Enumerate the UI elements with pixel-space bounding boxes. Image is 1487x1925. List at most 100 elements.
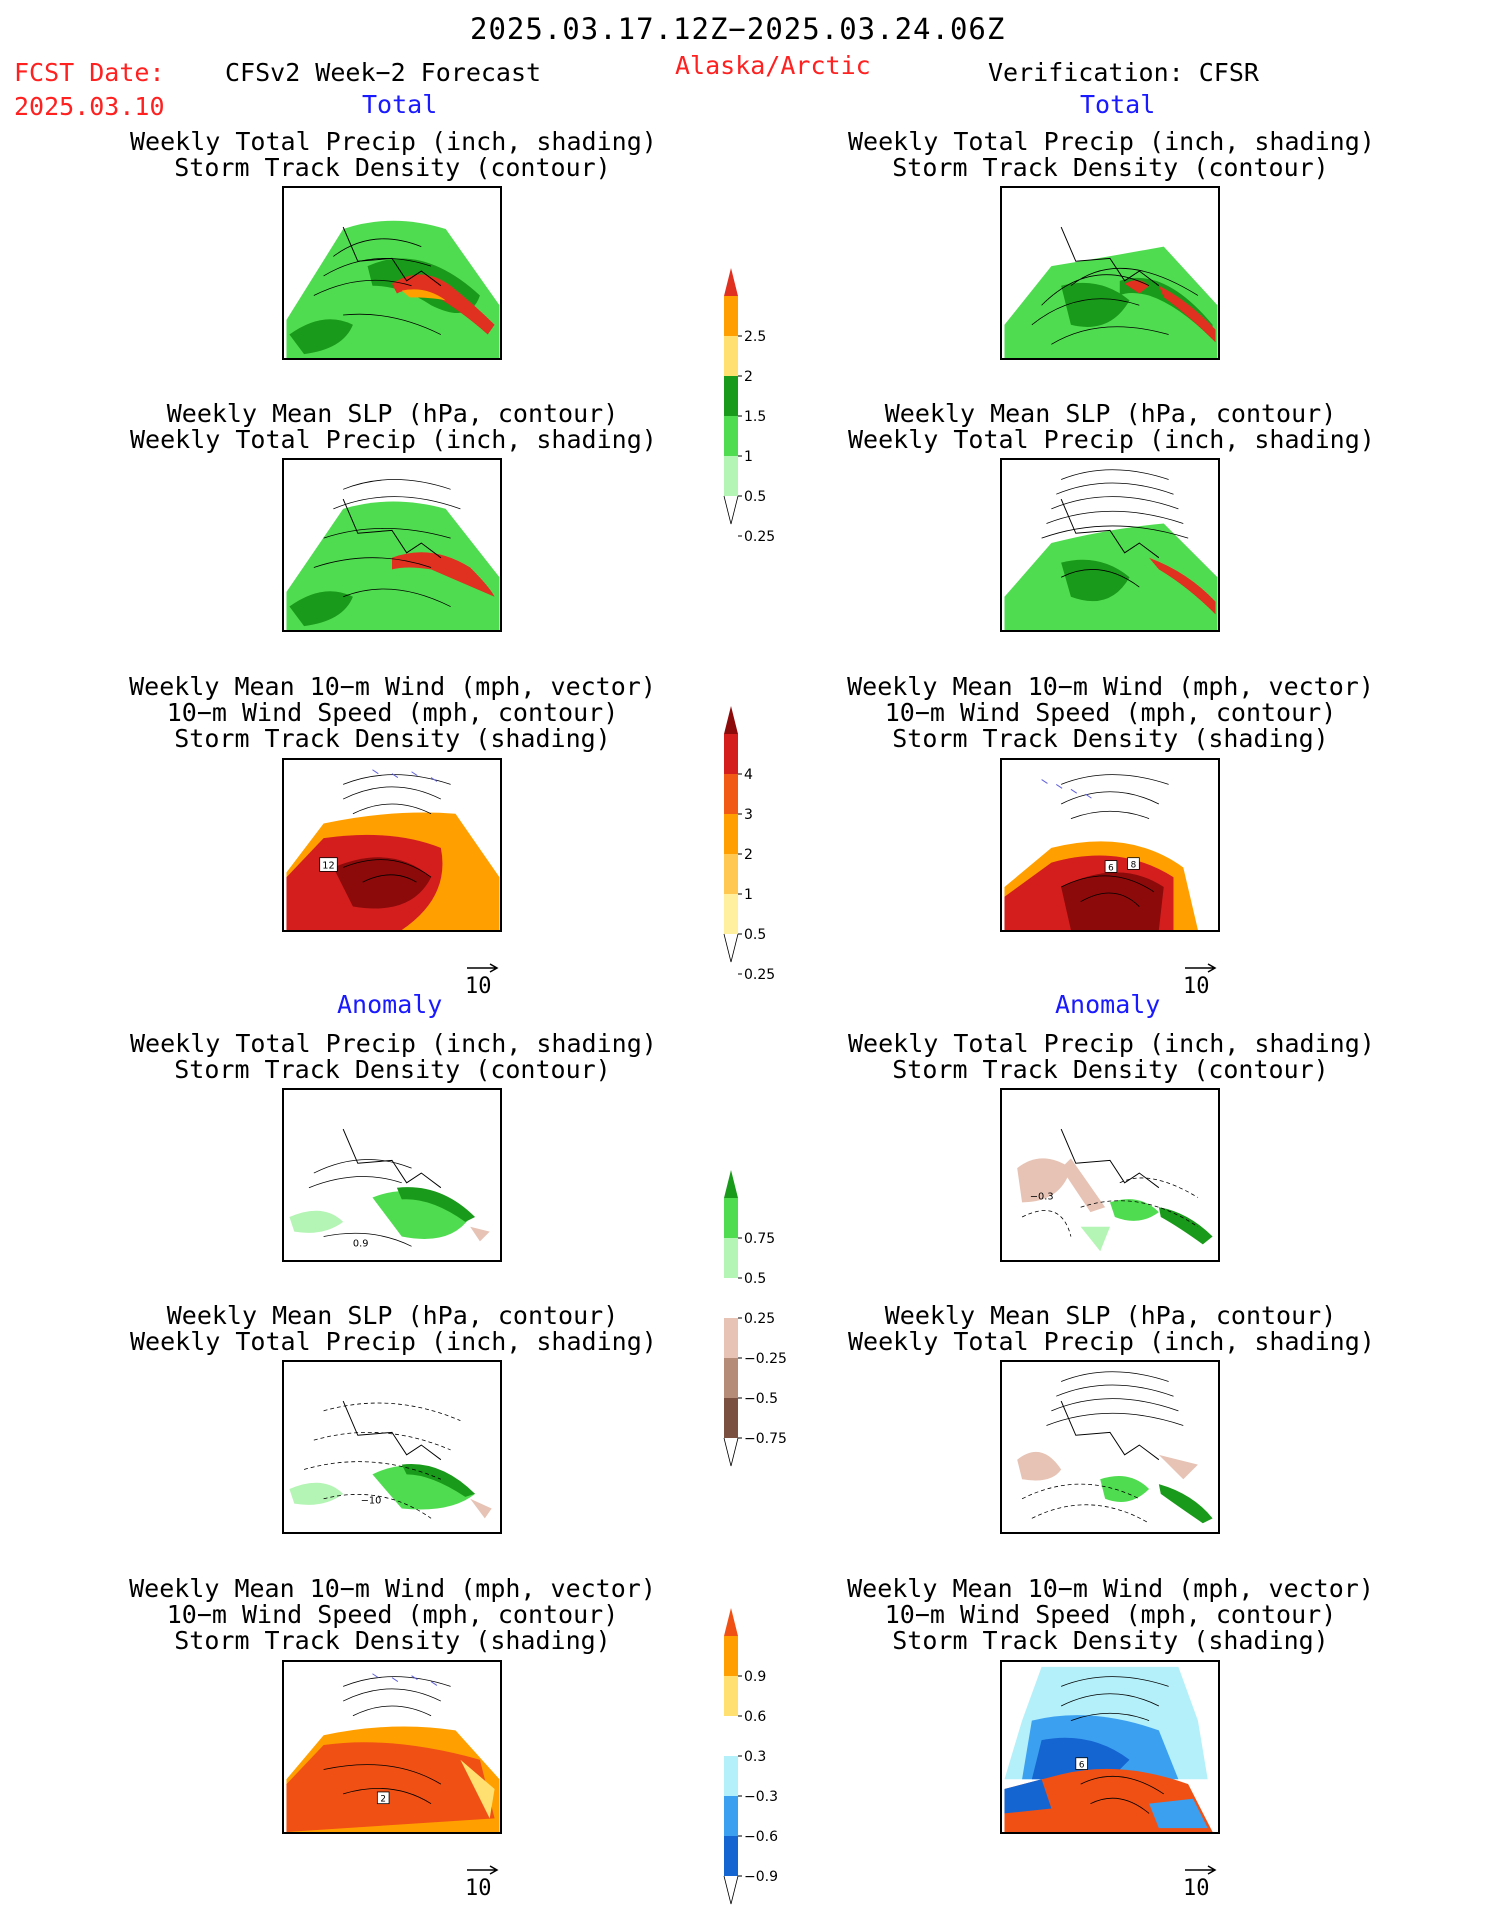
panel-title: Weekly Total Precip (inch, shading) Stor…	[848, 129, 1375, 182]
vector-reference: 10	[1183, 955, 1219, 999]
colorbar-segment	[724, 894, 738, 934]
coastline	[342, 498, 442, 559]
colorbar-segment	[724, 734, 738, 774]
title-line: Weekly Mean 10−m Wind (mph, vector)	[129, 1574, 656, 1603]
contour-lines	[313, 238, 442, 335]
storm-density-shading	[1149, 1798, 1208, 1829]
fcst-date-value: 2025.03.10	[14, 92, 165, 121]
colorbar-segment	[724, 1756, 738, 1796]
contour-label: 2	[380, 1795, 386, 1805]
panel-title: Weekly Total Precip (inch, shading) Stor…	[848, 1031, 1375, 1083]
precip-shading	[1061, 1158, 1106, 1213]
region-label: Alaska/Arctic	[675, 51, 871, 80]
colorbar-anom-precip: 0.75 0.5 0.25 −0.25 −0.5 −0.75	[722, 1170, 792, 1467]
valid-period-title: 2025.03.17.12Z−2025.03.24.06Z	[470, 12, 1006, 46]
precip-shading	[372, 1465, 476, 1510]
coastline	[1060, 498, 1160, 559]
colorbar-label: 2.5	[744, 329, 766, 345]
title-line: Storm Track Density (shading)	[174, 1626, 611, 1655]
title-line: 10−m Wind Speed (mph, contour)	[884, 1600, 1337, 1629]
colorbar-label: 1.5	[744, 409, 766, 425]
title-line: Weekly Mean SLP (hPa, contour)	[884, 1301, 1337, 1330]
colorbar-label: 0.6	[744, 1709, 766, 1725]
precip-shading	[1110, 1199, 1159, 1221]
precip-shading	[1158, 1207, 1213, 1245]
colorbar-label: 0.25	[744, 967, 775, 983]
coastline	[1060, 1400, 1160, 1461]
map-panel-anom-slp-precip-verification	[1000, 1360, 1220, 1534]
map-canvas	[286, 479, 500, 630]
title-line: Weekly Mean 10−m Wind (mph, vector)	[847, 1574, 1374, 1603]
colorbar-segment	[724, 456, 738, 496]
wind-vectors	[372, 769, 438, 782]
colorbar-svg: 0.9 0.6 0.3 −0.3 −0.6 −0.9	[723, 1608, 778, 1905]
colorbar-label: 0.25	[744, 1311, 775, 1327]
colorbar-segment	[724, 296, 738, 336]
colorbar-top-triangle	[724, 1608, 738, 1636]
colorbar-segment	[724, 1398, 738, 1438]
title-line: Weekly Total Precip (inch, shading)	[130, 1029, 657, 1058]
contour-lines	[1021, 1177, 1199, 1237]
panel-title: Weekly Mean 10−m Wind (mph, vector) 10−m…	[110, 1576, 675, 1654]
contour-label: −0.3	[1030, 1191, 1054, 1202]
precip-shading	[392, 274, 495, 335]
contour-lines	[1060, 774, 1169, 907]
colorbar-label: 2	[744, 369, 753, 385]
precip-shading	[470, 1226, 490, 1242]
title-line: Weekly Mean SLP (hPa, contour)	[166, 1301, 619, 1330]
contour-label-box	[319, 857, 338, 872]
map-canvas: −10	[289, 1400, 492, 1519]
product-label: CFSv2 Week−2 Forecast	[225, 58, 542, 87]
map-panel-total-slp-precip-verification	[1000, 458, 1220, 632]
precip-shading	[289, 1482, 344, 1505]
title-line: Weekly Mean 10−m Wind (mph, vector)	[129, 672, 656, 701]
precip-shading	[1158, 1484, 1213, 1524]
contour-label: 8	[1131, 860, 1137, 870]
map-panel-anom-wind-storm-verification: 6	[1000, 1660, 1220, 1834]
colorbar-label: 3	[744, 807, 753, 823]
map-canvas	[286, 220, 500, 358]
wind-vectors	[1041, 779, 1092, 799]
colorbar-label: −0.75	[744, 1431, 787, 1447]
coastline	[342, 1128, 442, 1189]
colorbar-label: −0.6	[744, 1829, 778, 1845]
colorbar-total-precip: 2.5 2 1.5 1 0.5 0.25	[722, 268, 792, 562]
contour-label: 0.9	[353, 1238, 369, 1249]
vector-reference: 10	[465, 955, 501, 999]
colorbar-segment	[724, 1238, 738, 1278]
contour-lines	[1031, 267, 1199, 345]
contour-label-box	[1075, 1757, 1088, 1770]
vector-reference: 10	[1183, 1857, 1219, 1901]
precip-shading	[1124, 280, 1150, 294]
contour-lines	[1046, 1371, 1184, 1426]
title-line: Storm Track Density (shading)	[174, 724, 611, 753]
map-canvas	[1017, 1371, 1213, 1524]
colorbar-label: −0.3	[744, 1789, 778, 1805]
title-line: 10−m Wind Speed (mph, contour)	[884, 698, 1337, 727]
colorbar-label: 0.5	[744, 489, 766, 505]
precip-shading	[1119, 277, 1213, 340]
colorbar-svg: 0.75 0.5 0.25 −0.25 −0.5 −0.75	[723, 1170, 787, 1467]
title-line: Storm Track Density (shading)	[892, 1626, 1329, 1655]
precip-shading	[289, 319, 353, 355]
contour-lines	[323, 1676, 451, 1804]
colorbar-top-triangle	[724, 268, 738, 296]
colorbar-segment	[724, 854, 738, 894]
coastline	[342, 226, 442, 287]
colorbar-segment	[724, 1676, 738, 1716]
contour-label-box	[1104, 860, 1118, 873]
vector-reference-arrow	[1185, 963, 1217, 973]
map-panel-anom-precip-storm-forecast: 0.9	[282, 1088, 502, 1262]
map-canvas: 0.9	[289, 1128, 490, 1249]
contour-lines	[1021, 1483, 1150, 1524]
storm-density-shading	[286, 1742, 495, 1832]
precip-shading	[1061, 282, 1130, 327]
vector-reference: 10	[465, 1857, 501, 1901]
precip-shading	[401, 289, 446, 301]
title-line: Storm Track Density (contour)	[892, 153, 1329, 182]
contour-lines	[1041, 469, 1189, 588]
colorbar-segment	[724, 814, 738, 854]
vector-reference-label: 10	[465, 974, 492, 999]
panel-title: Weekly Mean SLP (hPa, contour) Weekly To…	[848, 1301, 1375, 1355]
precip-shading	[1017, 1451, 1062, 1481]
